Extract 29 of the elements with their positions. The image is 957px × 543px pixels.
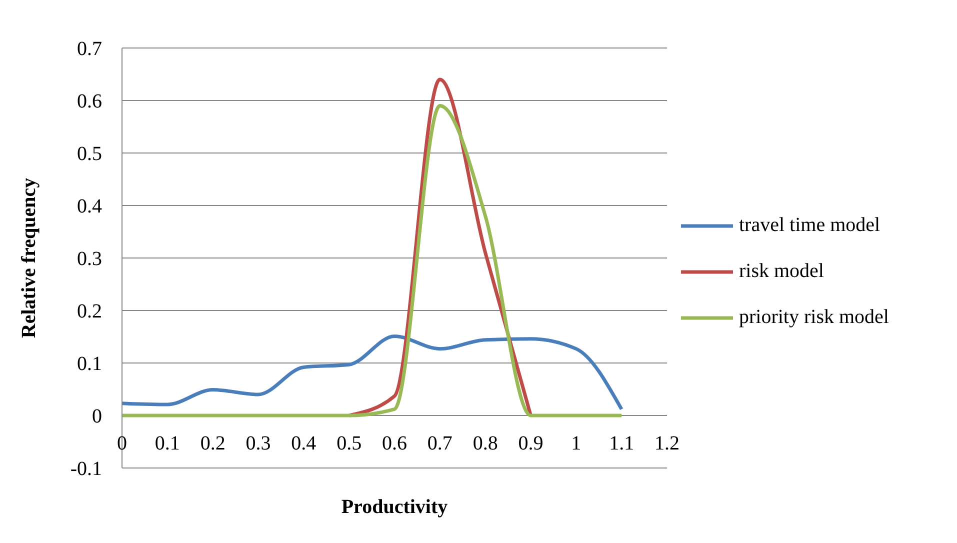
x-tick-label: 1.2 (654, 432, 680, 454)
legend-label: risk model (739, 260, 824, 283)
line-series (122, 334, 624, 411)
y-tick-label: 0.6 (77, 90, 102, 113)
y-tick-label: 0.4 (77, 196, 102, 218)
x-tick-label: 0.8 (472, 432, 498, 454)
y-tick-label: -0.1 (70, 458, 102, 480)
legend-label: travel time model (739, 214, 880, 237)
x-tick-label: 0.4 (291, 432, 316, 454)
x-tick-label: 0.7 (427, 432, 452, 454)
x-tick-label: 0.9 (518, 432, 544, 454)
y-tick-label: 0.3 (77, 248, 102, 270)
y-tick-label: 0.1 (77, 353, 102, 376)
x-tick-label: 0.6 (382, 432, 407, 454)
y-tick-label: 0 (92, 406, 102, 428)
x-tick-label: 0.1 (154, 432, 180, 454)
x-tick-label: 0.5 (336, 432, 362, 454)
y-axis-title: Relative frequency (18, 178, 40, 338)
x-tick-label: 1.1 (609, 432, 634, 454)
legend-label: priority risk model (739, 306, 889, 329)
x-tick-label: 0 (117, 432, 127, 454)
line-series (122, 104, 624, 418)
y-tick-label: 0.5 (77, 143, 102, 166)
x-tick-label: 1 (571, 432, 582, 454)
x-tick-label: 0.3 (246, 432, 271, 454)
x-axis-title: Productivity (341, 496, 448, 518)
y-tick-label: 0.2 (77, 300, 102, 323)
y-tick-label: 0.7 (77, 38, 102, 60)
x-tick-label: 0.2 (200, 432, 226, 454)
